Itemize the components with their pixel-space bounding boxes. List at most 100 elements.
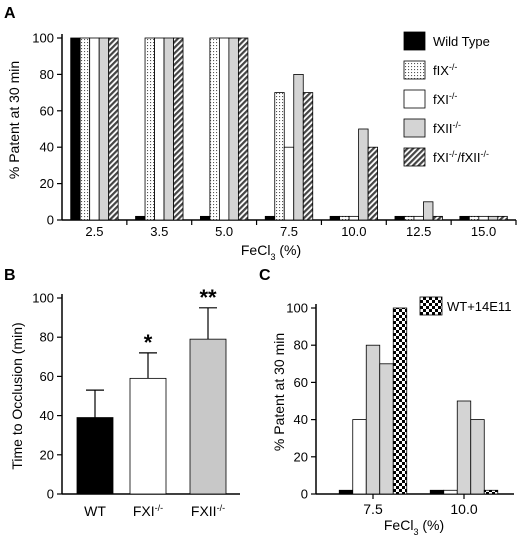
- panel-a-bar: [487, 215, 499, 221]
- legend-swatch: [403, 31, 426, 51]
- panel-b-y-tick-label: 20: [40, 447, 54, 462]
- panel-a-bar: [339, 215, 350, 221]
- legend-label: WT+14E11: [447, 299, 511, 314]
- panel-a-bar: [468, 215, 480, 221]
- panel-c-bar: [352, 419, 367, 495]
- panel-a-bar: [367, 146, 379, 221]
- panel-a-xlabel: FeCl3 (%): [241, 242, 301, 262]
- panel-a-bar: [394, 215, 405, 221]
- panel-a-y-tick-label: 60: [40, 103, 54, 118]
- panel-a-y-tick-label: 0: [47, 213, 54, 228]
- panel-a-bar: [413, 215, 424, 221]
- panel-a-legend: Wild Type fIX-/- fXI-/- fXII-/- fXI-/-/fXII-…: [403, 31, 490, 167]
- legend-swatch: [403, 60, 426, 80]
- panel-c: C % Patent at 30 min FeCl3 (%) 0 20 40 60 80…: [259, 267, 514, 537]
- panel-c-bar: [338, 489, 354, 495]
- panel-b-y-tick-label: 80: [40, 330, 54, 345]
- panel-c-ylabel: % Patent at 30 min: [271, 333, 287, 451]
- panel-a-bar: [293, 74, 304, 221]
- panel-a-bar: [478, 215, 489, 221]
- panel-c-letter: C: [259, 267, 271, 284]
- panel-a-x-tick-label: 5.0: [215, 224, 233, 239]
- panel-c-bars: 7.5 10.0: [338, 307, 499, 517]
- panel-c-bar: [483, 489, 499, 495]
- legend-label: fIX-/-: [433, 62, 457, 78]
- panel-c-y-tick-label: 20: [294, 449, 308, 464]
- panel-a-x-tick-label: 15.0: [471, 224, 496, 239]
- panel-b-ylabel: Time to Occlusion (min): [9, 322, 25, 469]
- panel-a-bar: [199, 215, 211, 221]
- panel-c-legend: WT+14E11: [419, 296, 511, 316]
- panel-a-x-tick-label: 7.5: [280, 224, 298, 239]
- panel-c-bar: [429, 489, 445, 495]
- panel-b-y-tick-label: 100: [32, 291, 54, 306]
- panel-b-x-tick-label: FXII-/-: [191, 503, 225, 519]
- panel-a-bar: [358, 128, 369, 221]
- panel-a-bar: [274, 92, 285, 221]
- panel-a-bar: [108, 37, 119, 221]
- panel-a-x-tick-label: 12.5: [406, 224, 431, 239]
- panel-a-bar: [154, 37, 165, 221]
- panel-c-bar: [365, 344, 381, 495]
- panel-a-ylabel: % Patent at 30 min: [6, 61, 22, 179]
- panel-b-bar: [76, 417, 114, 495]
- panel-a-bar: [329, 215, 341, 221]
- panel-c-y-tick-label: 0: [301, 487, 308, 502]
- panel-c-y-tick-label: 80: [294, 338, 308, 353]
- panel-a-y-tick-label: 80: [40, 67, 54, 82]
- panel-a-bar: [302, 92, 314, 221]
- panel-a-bar: [218, 37, 230, 221]
- panel-a: A % Patent at 30 min FeCl3 (%) 0 20 40 60 80…: [4, 5, 517, 262]
- panel-a-y-tick-label: 20: [40, 176, 54, 191]
- panel-b-x-tick-label: WT: [84, 503, 106, 519]
- panel-c-y-tick-label: 40: [294, 412, 308, 427]
- panel-b-significance: **: [199, 285, 217, 310]
- legend-label: fXI-/-: [433, 91, 457, 107]
- panel-a-bar: [98, 37, 110, 221]
- panel-c-bar: [443, 489, 458, 495]
- panel-b-y-tick-label: 0: [47, 487, 54, 502]
- panel-a-bar: [423, 201, 434, 221]
- panel-b: B Time to Occlusion (min) 0 20 40 60 80 100 W…: [4, 267, 240, 519]
- panel-a-bar: [144, 37, 155, 221]
- legend-swatch: [403, 118, 426, 138]
- panel-a-letter: A: [4, 5, 16, 22]
- panel-a-x-tick-label: 3.5: [150, 224, 168, 239]
- panel-a-bar: [404, 215, 415, 221]
- panel-a-bar: [348, 215, 360, 221]
- panel-b-y-tick-label: 40: [40, 408, 54, 423]
- panel-a-bar: [283, 146, 295, 221]
- panel-b-bar: [189, 338, 227, 495]
- panel-c-bar: [470, 419, 485, 495]
- panel-a-bar: [264, 215, 276, 221]
- legend-swatch: [403, 147, 426, 167]
- panel-c-bar: [392, 307, 408, 495]
- panel-a-x-tick-label: 2.5: [85, 224, 103, 239]
- panel-a-bar: [228, 37, 239, 221]
- panel-b-letter: B: [4, 267, 16, 284]
- panel-c-y-tick-label: 60: [294, 375, 308, 390]
- legend-label: Wild Type: [433, 34, 490, 49]
- panel-a-y-tick-label: 100: [32, 31, 54, 46]
- panel-b-significance: *: [144, 330, 153, 355]
- panel-a-bar: [79, 37, 91, 221]
- panel-a-bar: [237, 37, 249, 221]
- panel-c-bar: [456, 400, 472, 495]
- panel-a-bar: [135, 215, 146, 221]
- panel-b-y-tick-label: 60: [40, 369, 54, 384]
- panel-a-y-tick-label: 40: [40, 140, 54, 155]
- panel-c-y-tick-label: 100: [286, 301, 308, 316]
- panel-a-bar: [432, 215, 443, 221]
- panel-a-bar: [209, 37, 220, 221]
- panel-b-x-tick-label: FXI-/-: [133, 503, 163, 519]
- panel-a-bar: [89, 37, 100, 221]
- panel-a-bar: [459, 215, 470, 221]
- panel-a-bar: [497, 215, 508, 221]
- legend-swatch: [403, 89, 426, 109]
- legend-label: fXI-/-/fXII-/-: [433, 149, 489, 165]
- panel-b-bars: WT * FXI-/- ** FXII-/-: [76, 285, 227, 519]
- panel-b-bar: [129, 377, 167, 495]
- panel-a-bars: 2.5 3.5 5.0 7.5 10.0 12.5 15.0: [70, 37, 517, 239]
- legend-swatch: [419, 296, 443, 316]
